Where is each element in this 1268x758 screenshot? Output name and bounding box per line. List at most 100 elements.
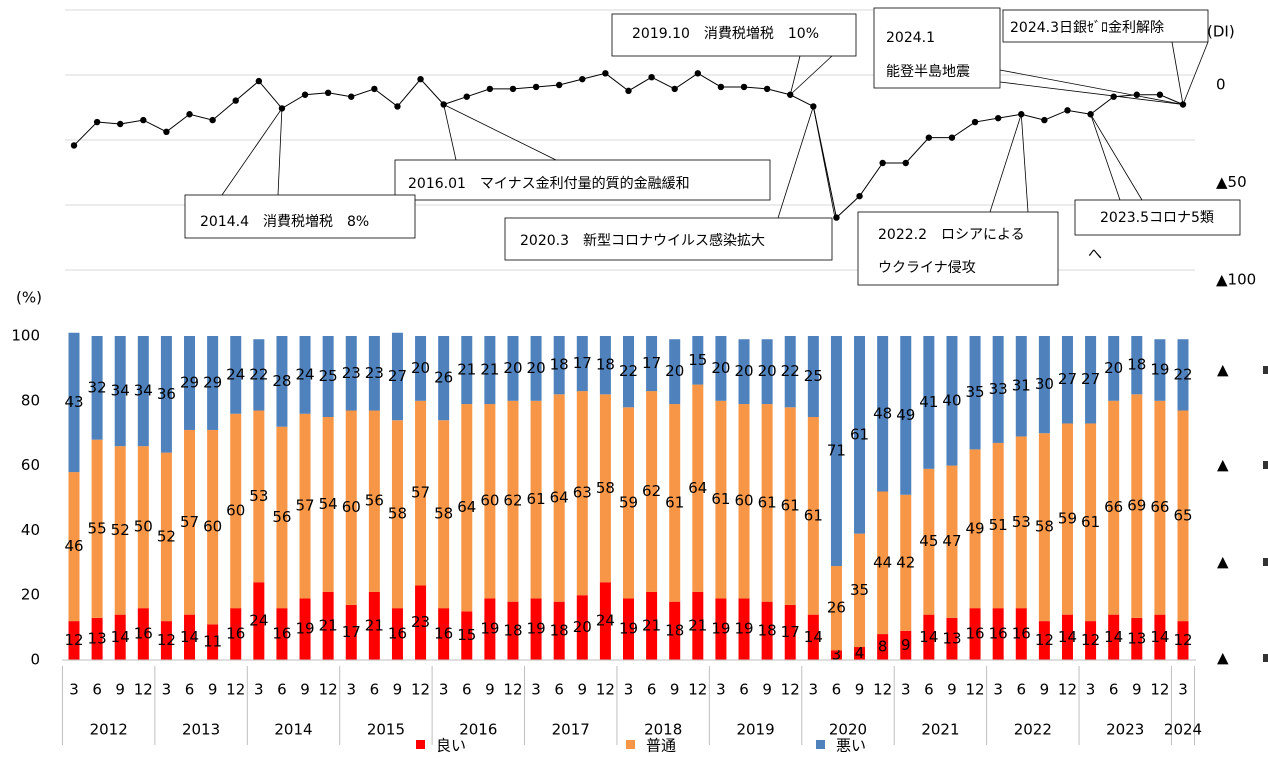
year-label: 2023 [1106, 721, 1144, 739]
year-label: 2018 [644, 721, 682, 739]
di-point [810, 103, 817, 110]
value-label: 23 [411, 613, 430, 631]
di-point [1110, 93, 1117, 100]
x-tick-label: 6 [739, 681, 749, 699]
bar-segment [137, 336, 149, 447]
value-label: 26 [434, 369, 453, 387]
bar-segment [969, 336, 981, 450]
bar-segment [91, 439, 103, 618]
bar-segment [877, 491, 889, 635]
value-label: 30 [1035, 375, 1054, 393]
di-point [1179, 101, 1187, 108]
value-label: 61 [665, 493, 684, 511]
value-label: 4 [855, 644, 865, 662]
bar-segment [900, 336, 912, 495]
di-point [1156, 91, 1164, 98]
bar-segment [368, 591, 380, 660]
di-point [163, 128, 170, 135]
bar-segment [553, 601, 565, 660]
di-point [925, 134, 933, 141]
bar-segment [1061, 336, 1073, 424]
bar-segment [438, 608, 450, 660]
annotation-leader [789, 55, 833, 96]
bar-segment [1015, 608, 1027, 660]
value-label: 23 [365, 364, 384, 382]
value-label: 21 [457, 361, 476, 379]
bar-segment [68, 472, 80, 622]
value-label: 66 [1104, 498, 1123, 516]
bar-segment [854, 647, 866, 660]
value-label: 19 [480, 620, 499, 638]
value-label: 20 [665, 362, 684, 380]
x-tick-label: 3 [809, 681, 819, 699]
di-point [532, 83, 540, 91]
year-label: 2013 [182, 721, 220, 739]
bar-segment [276, 336, 288, 427]
bar-segment [969, 608, 981, 660]
di-point [486, 85, 494, 93]
value-label: 24 [249, 612, 268, 630]
value-label: 54 [319, 495, 338, 513]
value-label: 63 [573, 484, 592, 502]
x-tick-label: 12 [966, 681, 985, 699]
value-label: 18 [758, 621, 777, 639]
value-label: 12 [1173, 631, 1192, 649]
value-label: 16 [388, 625, 407, 643]
value-label: 13 [1127, 629, 1146, 647]
bar-segment [530, 598, 542, 660]
value-label: 62 [503, 492, 522, 510]
x-tick-label: 12 [1058, 681, 1077, 699]
x-tick-label: 3 [69, 681, 79, 699]
x-tick-label: 9 [208, 681, 218, 699]
value-label: 61 [527, 490, 546, 508]
bar-segment [599, 394, 611, 583]
bar-segment [530, 336, 542, 401]
di-point [70, 142, 78, 149]
value-label: 18 [596, 356, 615, 374]
bar-segment [253, 582, 265, 660]
bar-segment [91, 336, 103, 440]
value-label: 29 [203, 373, 222, 391]
bar-segment [854, 533, 866, 648]
clipped-mark [1263, 461, 1268, 469]
value-label: 13 [88, 629, 107, 647]
bar-segment [207, 624, 219, 660]
bar-segment [761, 404, 773, 602]
x-tick-label: 3 [1178, 681, 1188, 699]
bar-segment [1038, 433, 1050, 622]
annotation-box [873, 7, 1001, 89]
x-tick-label: 3 [162, 681, 172, 699]
x-tick-label: 9 [393, 681, 403, 699]
bar-segment [1038, 336, 1050, 434]
bar-segment [68, 621, 80, 660]
legend-label: 普通 [646, 737, 676, 755]
value-label: 57 [411, 484, 430, 502]
value-label: 9 [901, 636, 911, 654]
value-label: 59 [619, 493, 638, 511]
right-label: ▲ [1217, 553, 1229, 571]
bar-segment [160, 621, 172, 660]
di-point [602, 70, 609, 77]
bar-segment [854, 336, 866, 534]
value-label: 25 [319, 367, 338, 385]
value-label: 18 [503, 621, 522, 639]
di-point [740, 83, 748, 91]
value-label: 47 [942, 532, 961, 550]
value-label: 22 [1173, 365, 1192, 383]
value-label: 23 [342, 364, 361, 382]
bar-segment [461, 404, 473, 612]
value-label: 16 [966, 625, 985, 643]
value-label: 16 [1012, 625, 1031, 643]
bar-segment [507, 601, 519, 660]
right-label: ▲ [1217, 361, 1229, 379]
annotation-text: 能登半島地震 [886, 64, 970, 80]
value-label: 21 [688, 616, 707, 634]
value-label: 3 [832, 646, 842, 664]
bar-segment [738, 598, 750, 660]
bar-segment [623, 407, 634, 599]
di-point [902, 159, 909, 167]
bar-segment [877, 634, 889, 660]
di-point [440, 101, 447, 108]
bar-segment [923, 468, 935, 615]
di-point [209, 116, 216, 124]
